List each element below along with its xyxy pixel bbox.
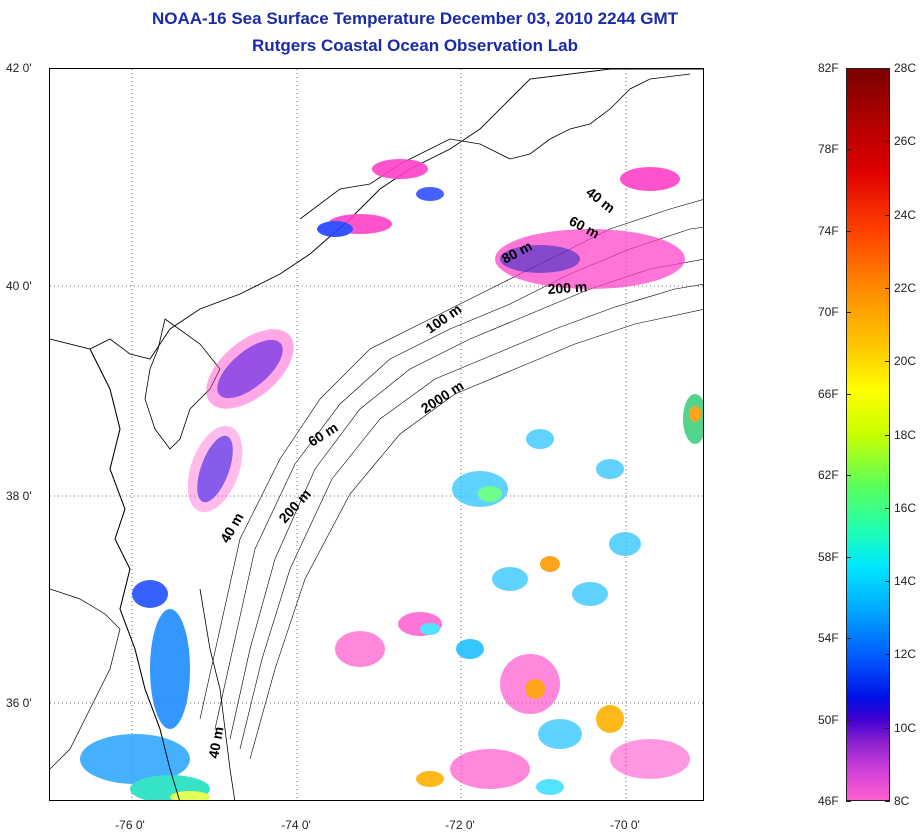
colorbar-c-label: 10C [894,720,917,735]
contour-label-200m-ne: 200 m [547,278,588,297]
contour-label-40m-south: 40 m [205,725,226,759]
sst-patches [80,159,703,800]
coastline-virginia-inlets [50,588,121,770]
colorbar-c-tick [885,214,890,216]
colorbar-c-tick [885,507,890,509]
colorbar-c-tick [885,287,890,289]
colorbar-f-tick [846,638,851,640]
colorbar-c-label: 24C [894,207,917,222]
colorbar-f-label: 74F [818,223,839,238]
colorbar-f-tick [846,719,851,721]
colorbar-c-tick [885,361,890,363]
contour-label-60m-mid: 60 m [305,419,341,449]
colorbar-f-label: 50F [818,712,839,727]
contour-label-2000m: 2000 m [418,377,467,416]
colorbar-c-label: 18C [894,427,917,442]
colorbar-f-label: 54F [818,631,839,646]
sst-map-canvas: 40 m 60 m 80 m 200 m 100 m 2000 m 60 m 4… [50,69,703,800]
coastline-chesapeake [89,348,180,800]
colorbar-c-label: 16C [894,500,917,515]
colorbar-c-tick [885,801,890,802]
contour-label-40m-ne: 40 m [583,184,618,216]
colorbar-f-label: 46F [818,794,839,808]
colorbar-f-label: 62F [818,468,839,483]
colorbar-c-tick [885,581,890,583]
colorbar-c-label: 20C [894,354,917,369]
colorbar-c-tick [885,141,890,143]
lat-tick-label-38: 38 0' [6,489,32,503]
colorbar-c-label: 12C [894,647,917,662]
colorbar-f-label: 82F [818,61,839,75]
colorbar-f-label: 58F [818,549,839,564]
colorbar-f-tick [846,68,851,69]
isobath-200m [239,284,703,750]
colorbar-c-tick [885,434,890,436]
lon-tick-label-70: -70 0' [610,818,640,832]
temperature-colorbar [846,68,890,801]
coastline-mainland [50,69,703,360]
isobath-2000m [249,309,703,760]
colorbar-f-tick [846,556,851,558]
sst-map: 40 m 60 m 80 m 200 m 100 m 2000 m 60 m 4… [49,68,704,801]
map-title: NOAA-16 Sea Surface Temperature December… [152,9,678,28]
colorbar-f-tick [846,801,851,802]
lon-tick-label-74: -74 0' [281,818,311,832]
colorbar-c-label: 28C [894,61,917,75]
colorbar-f-tick [846,393,851,395]
colorbar-f-label: 78F [818,142,839,157]
lat-tick-label-40: 40 0' [6,279,32,293]
contour-label-40m-mid: 40 m [217,510,247,546]
coastline-overlay-chesapeake [89,348,180,800]
colorbar-c-label: 26C [894,134,917,149]
coastline-new-england [299,73,691,220]
contour-label-100m: 100 m [423,301,465,337]
lat-tick-label-36: 36 0' [6,696,32,710]
colorbar-f-tick [846,312,851,314]
map-subtitle: Rutgers Coastal Ocean Observation Lab [252,36,578,55]
coastline-nc-outer-banks [199,588,236,800]
contour-label-200m-mid: 200 m [275,486,313,526]
colorbar-c-tick [885,68,890,69]
isobath-40m [199,199,703,720]
colorbar-f-label: 70F [818,305,839,320]
lat-tick-label-42: 42 0' [6,61,32,75]
colorbar-f-tick [846,149,851,151]
graticule [50,69,703,800]
colorbar-c-label: 22C [894,280,917,295]
colorbar-c-tick [885,654,890,656]
colorbar-c-tick [885,727,890,729]
colorbar-f-label: 66F [818,386,839,401]
lon-tick-label-72: -72 0' [445,818,475,832]
colorbar-c-label: 8C [894,794,910,808]
colorbar-f-tick [846,230,851,232]
colorbar-f-tick [846,475,851,477]
colorbar-c-label: 14C [894,574,917,589]
coastline-delaware-bay [144,318,221,450]
lon-tick-label-76: -76 0' [115,818,145,832]
